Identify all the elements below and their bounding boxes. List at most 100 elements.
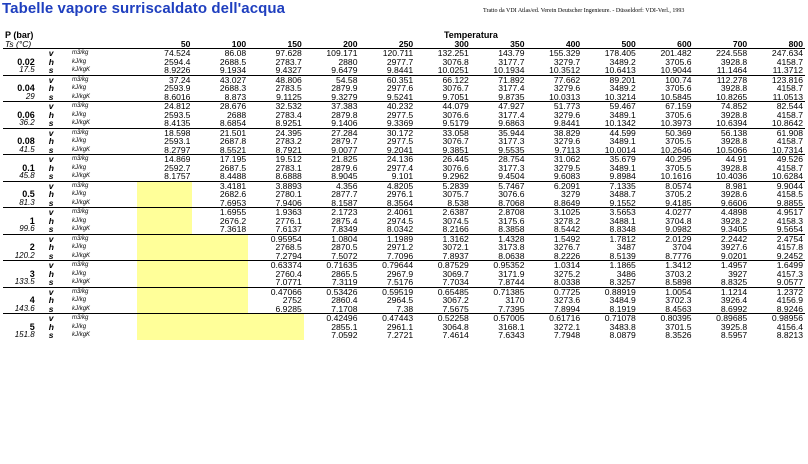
value-cell: 2783.5 (275, 84, 302, 93)
value-cell: 7.2721 (386, 331, 414, 340)
value-cell: 0.95954 (248, 233, 304, 243)
value-cell: 8.3257 (609, 278, 636, 287)
property-symbol: s (48, 92, 54, 102)
value-cell: 9.6606 (720, 198, 748, 208)
value-cell: 2.6387 (415, 207, 471, 217)
value-cell: 0.52258 (415, 313, 471, 323)
value-cell: 8.5957 (720, 331, 748, 340)
table-row: v m3/kg 1.6955 1.9363 2.1723 2.4061 2.6387 2.87… (3, 207, 805, 217)
value-cell: 7.2794 (275, 251, 302, 261)
value-cell: 8.538 (447, 198, 469, 208)
property-symbol: s (48, 172, 54, 181)
value-cell: 7.5176 (386, 278, 414, 287)
empty-liquid-region-cell (136, 296, 193, 305)
value-cell: 27.284 (303, 127, 360, 137)
value-cell: 11.3712 (772, 66, 803, 75)
steam-table: P (bar) Temperatura Ts (°C) 50 100 150 200 2… (3, 31, 805, 340)
empty-cell (3, 74, 41, 84)
value-cell: 2961.1 (386, 322, 414, 331)
value-cell: 8.3564 (386, 198, 414, 208)
value-cell: 3928.6 (720, 190, 748, 199)
empty-liquid-region-cell (192, 251, 249, 261)
value-cell: 0.71385 (470, 286, 527, 296)
value-cell: 1.7812 (582, 233, 638, 243)
property-symbol: h (48, 190, 54, 199)
value-cell: 178.405 (582, 48, 638, 58)
value-cell: 10.0014 (604, 145, 636, 155)
value-cell: 43.027 (192, 74, 249, 84)
value-cell: 10.3214 (604, 92, 636, 102)
value-cell: 3076.6 (442, 110, 469, 119)
value-cell: 120.711 (359, 48, 416, 58)
empty-liquid-region-cell (136, 190, 193, 199)
property-symbol: s (48, 304, 54, 314)
value-cell: 3703.2 (665, 269, 692, 278)
temperature-column-header: 400 (526, 39, 583, 49)
value-cell: 3927 (728, 269, 748, 278)
value-cell: 3489.2 (609, 57, 636, 66)
value-cell: 4.0277 (637, 207, 694, 217)
value-cell: 2.0129 (637, 233, 694, 243)
value-cell: 8.8649 (553, 198, 581, 208)
value-cell: 7.5675 (442, 304, 469, 314)
value-cell: 3489.1 (609, 163, 636, 172)
empty-cell (3, 313, 41, 323)
value-cell: 3075.7 (442, 190, 469, 199)
value-cell: 48.806 (248, 74, 304, 84)
value-cell: 3076.6 (442, 163, 469, 172)
value-cell: 0.42496 (303, 313, 360, 323)
value-cell: 3279.6 (553, 110, 581, 119)
table-row: v m3/kg 0.63374 0.71635 0.79644 0.87529 0.9535… (3, 260, 805, 270)
value-cell: 8.6888 (275, 172, 302, 181)
value-cell: 2974.5 (386, 216, 414, 225)
empty-liquid-region-cell (136, 207, 193, 217)
property-symbol: h (48, 269, 54, 278)
table-row: v m3/kg 0.42496 0.47443 0.52258 0.57005 0.6171… (3, 313, 805, 323)
table-row: 45.8 s kJ/kgK 8.1757 8.4488 8.6888 8.9045 9.101… (3, 172, 805, 181)
value-cell: 2594.4 (164, 57, 191, 66)
value-cell: 32.532 (248, 101, 304, 111)
value-cell: 8.0574 (637, 180, 694, 190)
value-cell: 8.2226 (553, 251, 581, 261)
value-cell: 10.1342 (604, 119, 636, 128)
table-row: 143.6 s kJ/kgK 6.9285 7.1708 7.38 7.5675 7.7395… (3, 304, 805, 314)
page-title: Tabelle vapore surriscaldato dell'acqua (2, 0, 286, 17)
empty-liquid-region-cell (136, 260, 193, 270)
value-cell: 7.5072 (331, 251, 358, 261)
value-cell: 40.232 (359, 101, 416, 111)
value-cell: 3279 (561, 190, 581, 199)
value-cell: 7.8994 (553, 304, 581, 314)
value-cell: 8.0638 (498, 251, 525, 261)
value-cell: 9.8441 (553, 119, 581, 128)
value-cell: 82.544 (749, 101, 805, 111)
value-cell: 3076.8 (442, 57, 469, 66)
value-cell: 9.5179 (442, 119, 469, 128)
value-cell: 3705.5 (665, 163, 692, 172)
value-cell: 100.74 (637, 74, 694, 84)
property-unit: kJ/kg (72, 111, 87, 118)
property-symbol: s (48, 66, 54, 75)
empty-liquid-region-cell (136, 313, 193, 323)
property-unit: m3/kg (72, 207, 137, 217)
empty-liquid-region-cell (136, 286, 193, 296)
value-cell: 4158.7 (776, 57, 803, 66)
value-cell: 8.1587 (331, 198, 358, 208)
empty-liquid-region-cell (192, 233, 249, 243)
value-cell: 1.6955 (192, 207, 249, 217)
value-cell: 38.829 (526, 127, 583, 137)
value-cell: 9.1406 (331, 119, 358, 128)
value-cell: 11.0513 (772, 92, 803, 102)
property-symbol: v (40, 74, 73, 84)
value-cell: 7.8937 (442, 251, 469, 261)
empty-cell (3, 154, 41, 164)
property-unit: m3/kg (72, 101, 137, 111)
value-cell: 10.7314 (771, 145, 803, 155)
value-cell: 2783.1 (275, 163, 302, 172)
value-cell: 8.1919 (609, 304, 636, 314)
value-cell: 4158.7 (776, 163, 803, 172)
value-cell: 3177.4 (498, 110, 525, 119)
property-unit: kJ/kg (72, 323, 87, 330)
table-row: 0.02 h kJ/kg 2594.4 2688.5 2783.7 2880 2977.7 30… (3, 58, 805, 67)
value-cell: 10.6394 (716, 119, 748, 128)
value-cell: 1.0054 (637, 286, 694, 296)
